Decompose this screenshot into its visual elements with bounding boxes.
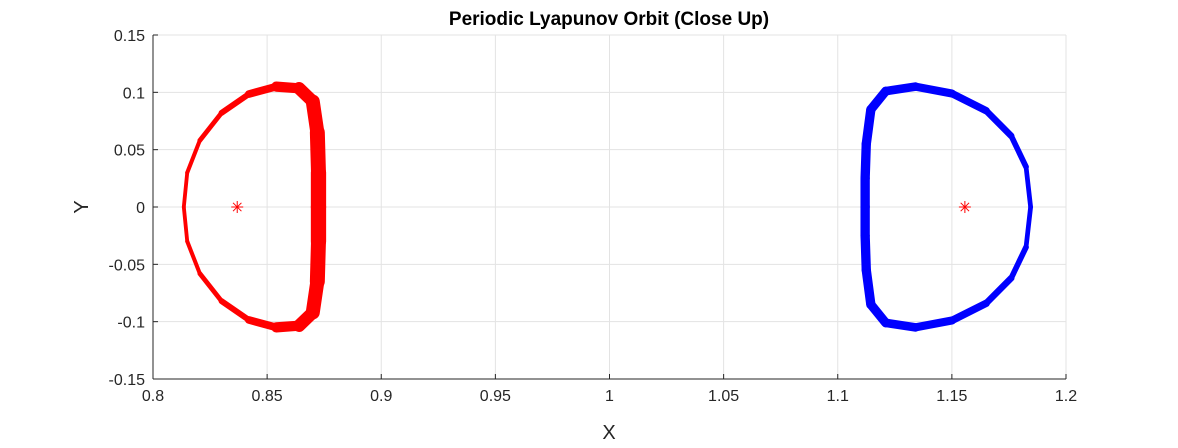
equilibrium-marker xyxy=(231,201,244,213)
x-tick-label: 0.95 xyxy=(480,388,511,405)
x-tick-label: 1.2 xyxy=(1055,388,1077,405)
y-tick-label: 0.05 xyxy=(114,143,145,160)
x-tick-label: 0.8 xyxy=(142,388,164,405)
orbit-trace xyxy=(864,86,1032,328)
y-axis-label: Y xyxy=(71,200,93,213)
x-tick-label: 0.9 xyxy=(370,388,392,405)
orbit-series-2 xyxy=(860,82,1033,332)
x-tick-label: 1.15 xyxy=(936,388,967,405)
x-tick-label: 1.1 xyxy=(827,388,849,405)
y-tick-label: -0.05 xyxy=(109,257,146,274)
chart-title: Periodic Lyapunov Orbit (Close Up) xyxy=(449,9,769,30)
markers xyxy=(231,201,971,213)
y-tick-label: 0.15 xyxy=(114,28,145,45)
equilibrium-marker xyxy=(958,201,971,213)
y-tick-label: -0.1 xyxy=(117,315,145,332)
axes: 0.8 0.85 0.9 0.95 1 1.05 1.1 1.15 1.2 0.15 0.1 0.05… xyxy=(109,28,1078,405)
orbits xyxy=(181,81,1033,333)
x-tick-label: 1 xyxy=(605,388,614,405)
x-tick-label: 0.85 xyxy=(252,388,283,405)
orbit-trace xyxy=(183,86,319,328)
orbit-series-1 xyxy=(181,81,327,333)
x-tick-label: 1.05 xyxy=(708,388,739,405)
x-axis-label: X xyxy=(602,422,615,443)
y-tick-label: 0.1 xyxy=(123,85,145,102)
y-tick-label: -0.15 xyxy=(109,372,146,389)
y-tick-label: 0 xyxy=(136,200,145,217)
